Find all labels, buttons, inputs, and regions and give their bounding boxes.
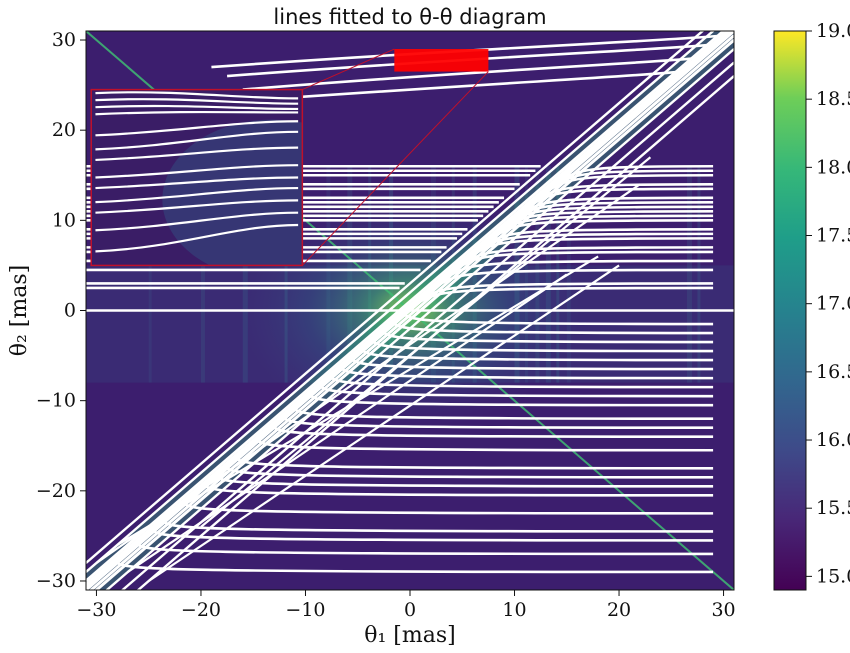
fitted-diagonal-line [200, 156, 652, 528]
inset-line [95, 130, 299, 151]
x-axis-ticks: −30 −20 −10 0 10 20 30 [76, 590, 736, 621]
y-axis-ticks: −30 −20 −10 0 10 20 30 [36, 29, 86, 592]
fitted-diagonal-line [95, 183, 641, 564]
fitted-diagonal-line [86, 31, 731, 586]
fitted-diagonal-line [127, 273, 568, 573]
x-axis-label: θ₁ [mas] [364, 623, 456, 648]
fitted-line [211, 70, 682, 105]
fitted-diagonal-line [86, 31, 726, 583]
x-tick-label: −20 [181, 599, 221, 621]
heatmap-streak [242, 166, 248, 383]
fitted-diagonal-line [148, 264, 620, 582]
colorbar-tick-label: 17.0 [816, 293, 850, 315]
fitted-line [226, 43, 714, 78]
highlight-region [394, 49, 489, 72]
inset-line [95, 104, 299, 111]
fitted-line [404, 313, 714, 326]
fitted-diagonal-line [86, 31, 705, 564]
colorbar-tick-label: 19.0 [816, 20, 850, 42]
x-tick-label: 0 [404, 599, 416, 621]
colorbar-tick-label: 15.5 [816, 497, 850, 519]
plot-area [85, 30, 735, 591]
inset-glow [162, 119, 303, 266]
fitted-line [560, 164, 714, 181]
fitted-line [393, 322, 714, 335]
inset-connector [301, 71, 489, 266]
inset-frame [90, 88, 304, 267]
fitted-line [372, 340, 714, 353]
fitted-line [362, 349, 714, 362]
colorbar-ticks: 15.0 15.5 16.0 16.5 17.0 17.5 18.0 18.5 19.0 [806, 20, 850, 587]
inset-line [95, 186, 299, 204]
y-tick-label: −10 [36, 390, 76, 412]
colorbar-tick-label: 18.5 [816, 88, 850, 110]
fitted-diagonal-line [94, 38, 734, 590]
y-tick-label: 20 [52, 119, 76, 141]
fitted-diagonal-line [88, 34, 734, 590]
chart-title: lines fitted to θ-θ diagram [273, 5, 546, 29]
y-tick-label: 10 [52, 209, 76, 231]
x-tick-label: −30 [76, 599, 116, 621]
fitted-diagonal-line [86, 31, 734, 590]
inset-line [95, 120, 299, 137]
colorbar-tick-label: 18.0 [816, 156, 850, 178]
x-tick-label: 10 [502, 599, 526, 621]
colorbar-gradient [773, 30, 807, 591]
y-tick-label: 0 [64, 300, 76, 322]
inset-connector [302, 48, 395, 91]
colorbar-tick-label: 16.5 [816, 361, 850, 383]
y-tick-label: −20 [36, 480, 76, 502]
inset-line [95, 146, 299, 162]
inset-lines [95, 91, 303, 266]
x-tick-label: 30 [711, 599, 735, 621]
y-tick-label: −30 [36, 570, 76, 592]
x-tick-label: −10 [285, 599, 325, 621]
y-tick-label: 30 [52, 29, 76, 51]
inset-line [95, 223, 299, 253]
fitted-diagonal-line [86, 31, 715, 573]
inset-line [95, 98, 299, 105]
colorbar-tick-label: 15.0 [816, 565, 850, 587]
inset-line [95, 164, 299, 179]
y-axis-label: θ₂ [mas] [7, 265, 32, 357]
inset-line [95, 199, 299, 214]
colorbar-tick-label: 16.0 [816, 429, 850, 451]
inset-line [95, 176, 299, 190]
inset-line [95, 110, 299, 116]
fitted-line [555, 169, 714, 186]
inset-line [95, 91, 299, 100]
heatmap-streak [148, 166, 152, 383]
fitted-line [383, 331, 714, 344]
fitted-line [242, 56, 698, 91]
colorbar-tick-label: 17.5 [816, 225, 850, 247]
fitted-diagonal-line [105, 48, 734, 590]
fitted-line [550, 173, 714, 190]
zoom-inset [90, 48, 489, 267]
fitted-lines-layer [86, 31, 734, 590]
fitted-diagonal-line [116, 255, 599, 546]
x-tick-label: 20 [607, 599, 631, 621]
inset-line [95, 211, 299, 232]
heatmap-streak [686, 166, 692, 383]
heatmap-streak [200, 166, 205, 383]
colorbar: 15.0 15.5 16.0 16.5 17.0 17.5 18.0 18.5 19.0 [773, 20, 850, 591]
heatmap-streak [697, 166, 701, 383]
